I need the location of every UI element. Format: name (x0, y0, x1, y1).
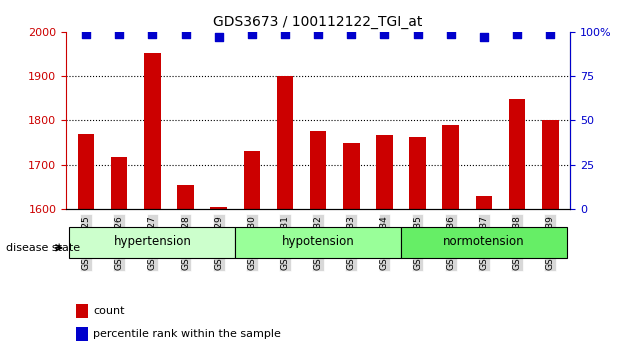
Text: normotension: normotension (443, 235, 525, 248)
Bar (177, 184, 194, 209)
Point (413, 31, 423, 36)
FancyBboxPatch shape (401, 227, 567, 258)
Bar (244, 152, 260, 209)
Bar (210, 207, 227, 209)
Bar (310, 131, 326, 209)
Bar (376, 136, 392, 209)
Bar (509, 99, 525, 209)
Point (280, 31, 290, 36)
Point (479, 34, 489, 40)
FancyBboxPatch shape (235, 227, 401, 258)
Bar (410, 137, 426, 209)
Point (180, 31, 190, 36)
Bar (76, 304, 88, 318)
Bar (111, 156, 127, 209)
Point (247, 31, 257, 36)
Bar (343, 143, 360, 209)
Point (114, 31, 124, 36)
Text: percentile rank within the sample: percentile rank within the sample (93, 329, 281, 339)
Text: hypertension: hypertension (113, 235, 192, 248)
Bar (76, 327, 88, 341)
Point (147, 31, 158, 36)
Point (214, 34, 224, 40)
Bar (442, 125, 459, 209)
Point (346, 31, 357, 36)
Point (81, 31, 91, 36)
Bar (277, 76, 294, 209)
Bar (77, 134, 94, 209)
FancyBboxPatch shape (69, 227, 235, 258)
Text: hypotension: hypotension (282, 235, 355, 248)
Bar (476, 195, 492, 209)
Point (512, 31, 522, 36)
Text: disease state: disease state (6, 243, 81, 253)
Point (545, 31, 555, 36)
Title: GDS3673 / 100112122_TGI_at: GDS3673 / 100112122_TGI_at (214, 16, 423, 29)
Text: count: count (93, 306, 125, 316)
Point (313, 31, 323, 36)
Bar (542, 120, 559, 209)
Point (446, 31, 456, 36)
Bar (144, 53, 161, 209)
Point (379, 31, 389, 36)
